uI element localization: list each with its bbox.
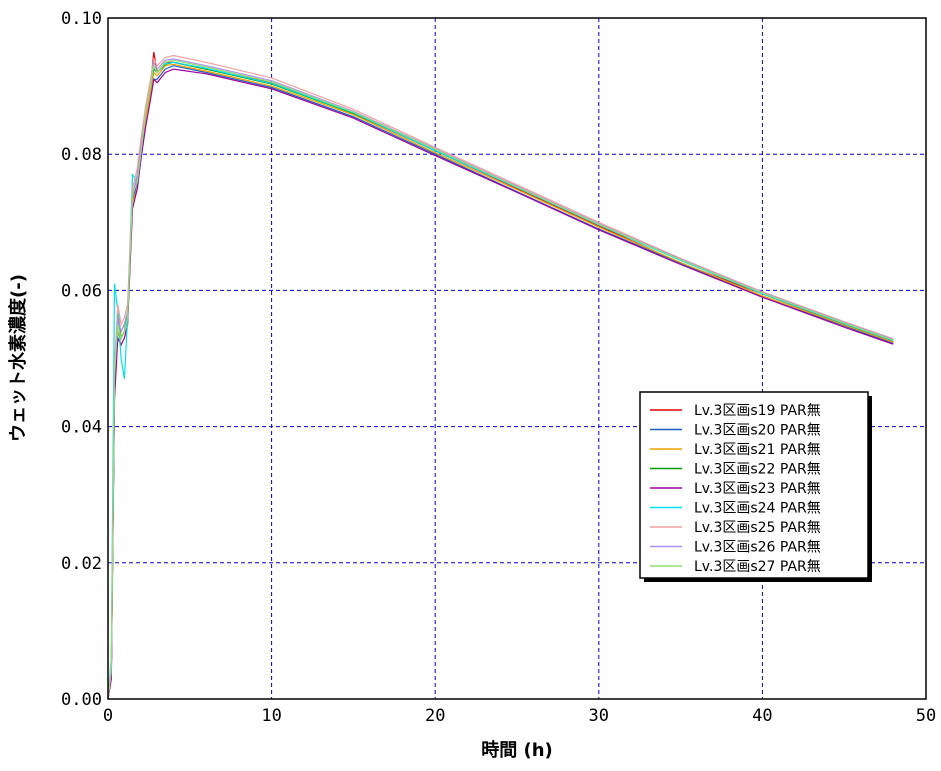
x-tick-label: 30 [589, 706, 609, 726]
y-tick-label: 0.06 [61, 281, 102, 301]
legend-label: Lv.3区画s22 PAR無 [694, 462, 821, 478]
x-tick-label: 20 [425, 706, 445, 726]
x-tick-label: 50 [916, 706, 936, 726]
legend-label: Lv.3区画s20 PAR無 [694, 423, 821, 439]
legend-label: Lv.3区画s24 PAR無 [694, 501, 821, 517]
series-line [107, 54, 894, 700]
series-lines [107, 52, 894, 700]
legend-items: Lv.3区画s19 PAR無 Lv.3区画s20 PAR無 Lv.3区画s21 PA… [650, 403, 821, 575]
x-tick-label: 40 [752, 706, 772, 726]
legend: Lv.3区画s19 PAR無 Lv.3区画s20 PAR無 Lv.3区画s21 PA… [639, 391, 872, 582]
y-tick-label: 0.02 [61, 554, 102, 574]
series-line [107, 68, 894, 700]
y-tick-label: 0.00 [61, 690, 102, 710]
series-line [107, 59, 894, 700]
legend-label: Lv.3区画s21 PAR無 [694, 442, 821, 458]
y-axis-label: ウェット水素濃度(-) [7, 274, 29, 442]
legend-label: Lv.3区画s25 PAR無 [694, 520, 821, 536]
y-tick-labels: 0.00 0.02 0.04 0.06 0.08 0.10 [61, 9, 102, 710]
x-axis-label: 時間 (h) [481, 740, 553, 761]
legend-label: Lv.3区画s23 PAR無 [694, 481, 821, 497]
y-tick-label: 0.10 [61, 9, 102, 29]
y-tick-label: 0.08 [61, 145, 102, 165]
legend-label: Lv.3区画s27 PAR無 [694, 559, 821, 575]
legend-label: Lv.3区画s26 PAR無 [694, 540, 821, 556]
x-tick-label: 10 [261, 706, 281, 726]
x-tick-label: 0 [103, 706, 113, 726]
y-tick-label: 0.04 [61, 418, 102, 438]
x-tick-labels: 0 10 20 30 40 50 [103, 706, 936, 726]
legend-label: Lv.3区画s19 PAR無 [694, 403, 821, 419]
plot-frame [107, 17, 927, 700]
